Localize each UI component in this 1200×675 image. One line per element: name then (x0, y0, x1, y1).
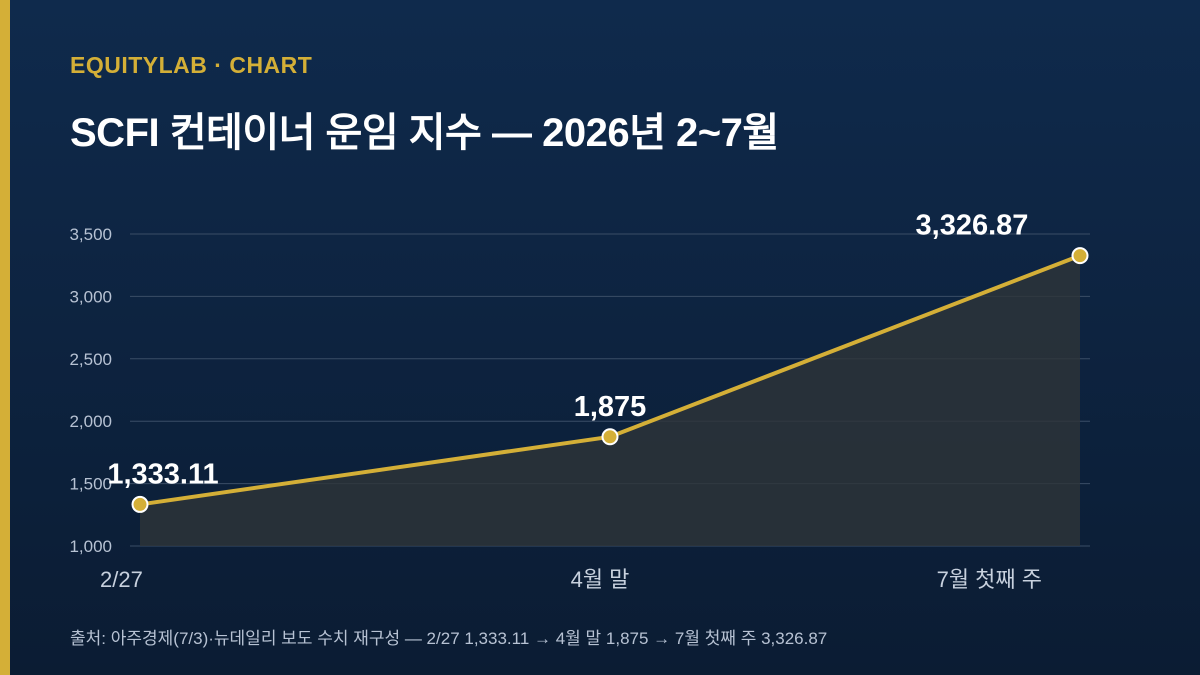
data-point (1071, 247, 1089, 265)
x-tick-label: 7월 첫째 주 (937, 567, 1042, 592)
y-tick-label: 2,500 (69, 350, 112, 369)
data-point (131, 495, 149, 513)
y-axis-ticks: 1,000 1,500 2,000 2,500 3,000 3,500 (69, 225, 112, 556)
source-note: 출처: 아주경제(7/3)·뉴데일리 보도 수치 재구성 — 2/27 1,33… (70, 629, 828, 648)
series-layer: 1,333.11 1,875 3,326.87 (107, 210, 1089, 546)
y-tick-label: 1,000 (69, 537, 112, 556)
y-tick-label: 3,500 (69, 225, 112, 244)
data-label: 1,333.11 (107, 458, 218, 490)
area-fill (140, 255, 1080, 546)
data-label: 3,326.87 (916, 210, 1029, 242)
accent-bar (0, 0, 10, 675)
data-label: 1,875 (574, 391, 647, 423)
x-axis-ticks: 2/27 4월 말 7월 첫째 주 (100, 567, 1042, 592)
x-tick-label: 2/27 (100, 567, 143, 592)
data-point (601, 428, 619, 446)
y-tick-label: 3,000 (69, 287, 112, 306)
y-tick-label: 2,000 (69, 412, 112, 431)
y-tick-label: 1,500 (69, 475, 112, 494)
page-title: SCFI 컨테이너 운임 지수 — 2026년 2~7월 (70, 111, 779, 155)
kicker-label: EQUITYLAB · CHART (70, 52, 313, 78)
x-tick-label: 4월 말 (571, 567, 630, 592)
